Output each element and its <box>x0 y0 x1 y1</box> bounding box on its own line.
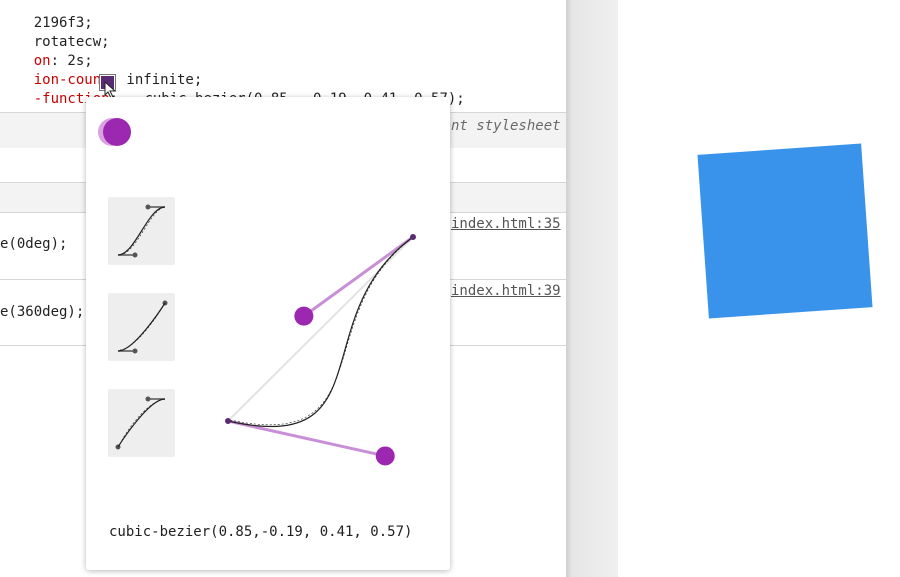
preset-curve-icon <box>115 396 166 450</box>
bezier-value-text: cubic-bezier(0.85,-0.19, 0.41, 0.57) <box>109 524 413 540</box>
source-link[interactable]: index.html:35 <box>451 216 561 232</box>
pane-divider[interactable] <box>566 0 618 577</box>
bezier-curve-ghost <box>229 238 412 426</box>
preset-ease-in-out[interactable] <box>108 197 175 265</box>
control-point-2[interactable] <box>294 306 314 326</box>
control-point-1[interactable] <box>375 446 395 466</box>
keyframe-declaration[interactable]: e(360deg); <box>0 304 85 320</box>
animation-preview-dot[interactable] <box>103 118 131 146</box>
control-handle-line-1 <box>227 419 386 458</box>
bezier-curve-graph[interactable] <box>206 222 426 472</box>
bezier-curve <box>227 236 414 427</box>
curve-start-point <box>225 418 231 424</box>
source-link[interactable]: index.html:39 <box>451 283 561 299</box>
keyframe-declaration[interactable]: e(0deg); <box>0 236 68 252</box>
preset-ease-in[interactable] <box>108 293 175 361</box>
declaration-line[interactable]: rotatecw; <box>33 34 110 50</box>
linear-reference-line <box>227 236 414 422</box>
control-handle-line-2 <box>302 235 414 318</box>
declaration-line[interactable]: 2196f3; <box>33 15 93 31</box>
declaration-line[interactable]: on: 2s; <box>33 53 93 69</box>
preset-curve-icon <box>117 300 168 354</box>
curve-end-point <box>410 234 416 240</box>
stylesheet-hint: nt stylesheet <box>451 118 561 134</box>
preset-ease-out[interactable] <box>108 389 175 457</box>
timing-function-declaration[interactable]: -function: cubic-bezier(0.85, -0.19, 0.4… <box>0 71 465 107</box>
declaration-line[interactable]: ion-count: infinite; <box>33 72 203 88</box>
rotating-square <box>697 143 873 319</box>
preset-curve-icon <box>117 204 166 258</box>
